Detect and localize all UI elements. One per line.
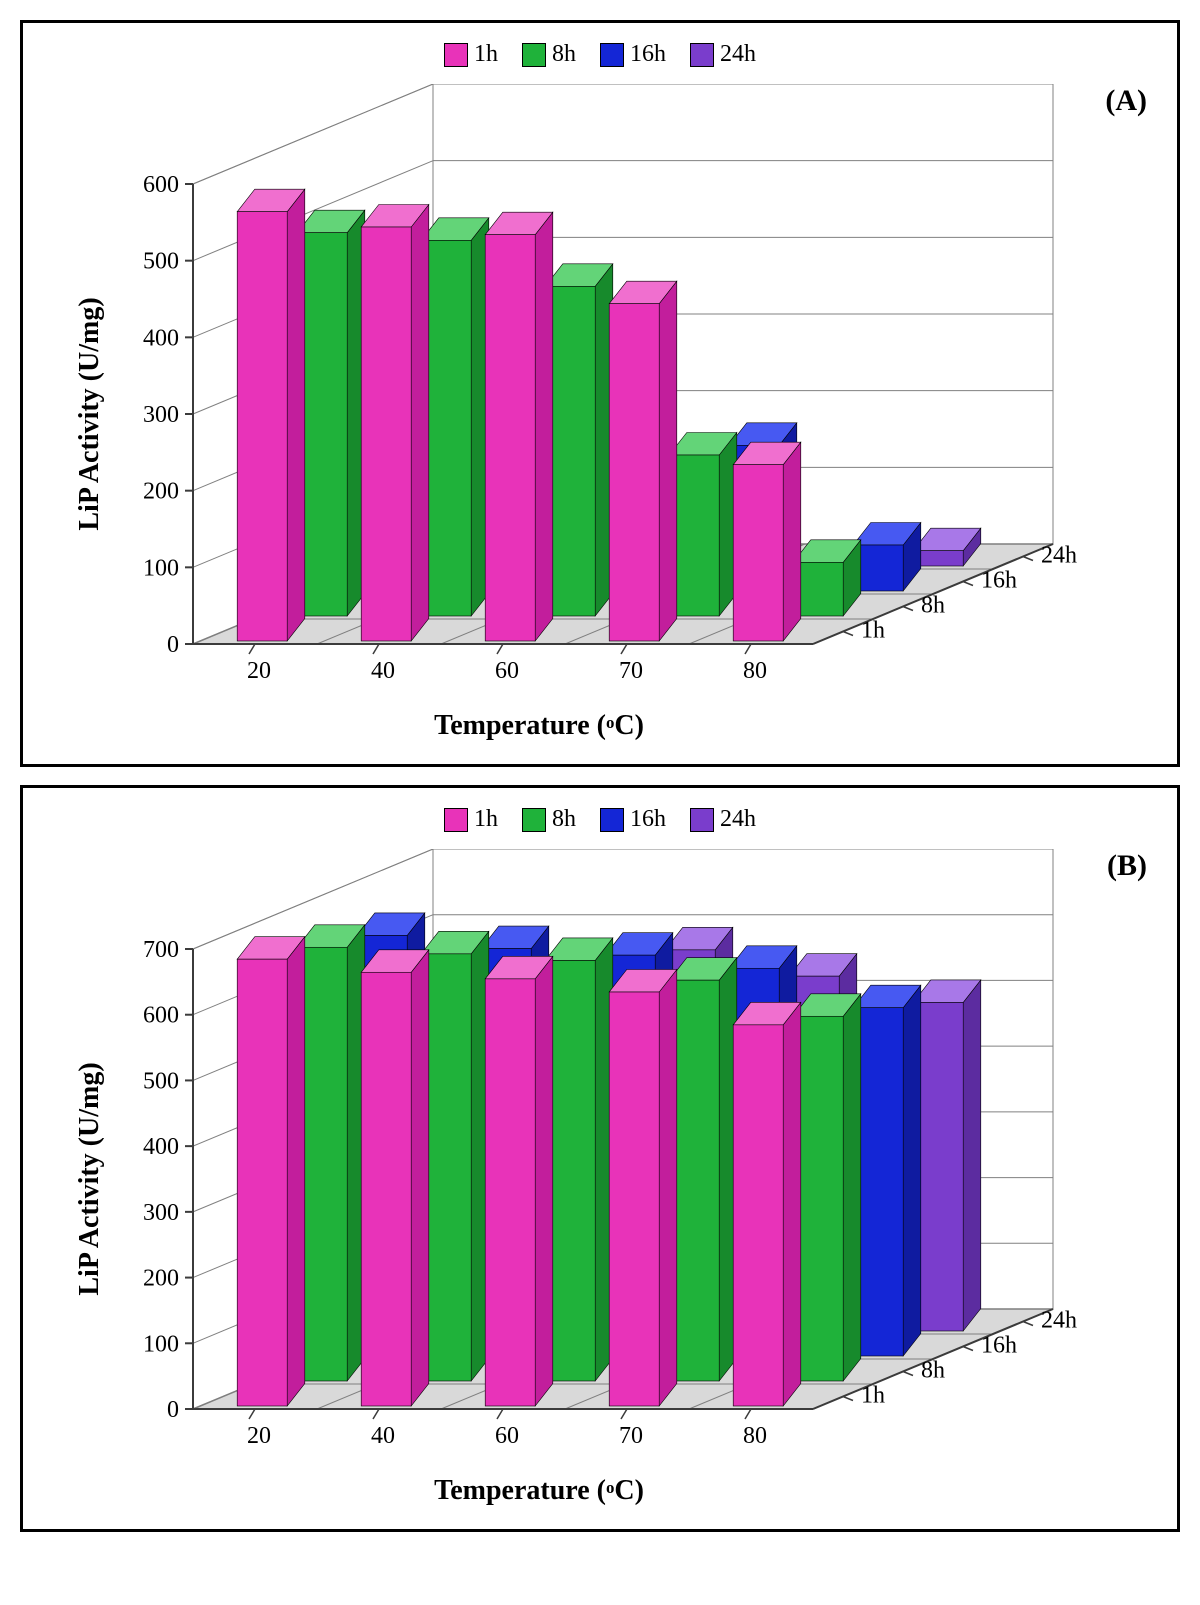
svg-text:Temperature (oC): Temperature (oC)	[434, 710, 644, 741]
svg-text:80: 80	[743, 1423, 767, 1449]
legend-item-16h: 16h	[600, 41, 666, 68]
svg-text:100: 100	[143, 1331, 179, 1357]
svg-text:16h: 16h	[981, 568, 1017, 594]
svg-text:400: 400	[143, 1134, 179, 1160]
svg-text:40: 40	[371, 658, 395, 684]
swatch-16h-b	[600, 808, 624, 832]
svg-text:8h: 8h	[921, 1358, 945, 1384]
svg-text:LiP Activity (U/mg): LiP Activity (U/mg)	[74, 297, 105, 530]
svg-text:Temperature (oC): Temperature (oC)	[434, 1475, 644, 1506]
svg-text:24h: 24h	[1041, 1308, 1077, 1334]
svg-text:700: 700	[143, 937, 179, 963]
svg-text:60: 60	[495, 1423, 519, 1449]
legend-label-16h-b: 16h	[630, 806, 666, 833]
legend-item-8h-b: 8h	[522, 806, 576, 833]
swatch-16h	[600, 43, 624, 67]
page: 1h 8h 16h 24h (A) 0100200300400500600204…	[20, 20, 1180, 1532]
legend-item-16h-b: 16h	[600, 806, 666, 833]
legend-label-1h-b: 1h	[474, 806, 498, 833]
svg-text:600: 600	[143, 1003, 179, 1029]
svg-text:200: 200	[143, 479, 179, 505]
svg-text:500: 500	[143, 249, 179, 275]
svg-text:70: 70	[619, 658, 643, 684]
svg-text:8h: 8h	[921, 593, 945, 619]
svg-text:200: 200	[143, 1266, 179, 1292]
swatch-8h-b	[522, 808, 546, 832]
legend-item-1h: 1h	[444, 41, 498, 68]
legend-label-1h: 1h	[474, 41, 498, 68]
panel-a: 1h 8h 16h 24h (A) 0 100 200 300 400 500 600 20 4…	[20, 20, 1180, 767]
svg-text:80: 80	[743, 658, 767, 684]
legend-item-1h-b: 1h	[444, 806, 498, 833]
panel-b: 1h 8h 16h 24h (B) 0 100 200 300 400 500 600 700…	[20, 785, 1180, 1532]
chart-wrap-a: (A) 0 100 200 300 400 500 600 20 40 60 70 80 1h 8h 16h…	[23, 76, 1177, 764]
svg-text:70: 70	[619, 1423, 643, 1449]
chart-b: 0 100 200 300 400 500 600 700 20 40 60 70 80 1h 8h 16h 2…	[23, 849, 1183, 1529]
swatch-1h-b	[444, 808, 468, 832]
panel-label-a: (A)	[1105, 84, 1147, 118]
svg-text:40: 40	[371, 1423, 395, 1449]
chart-a: 0 100 200 300 400 500 600 20 40 60 70 80 1h 8h 16h 24h L…	[23, 84, 1183, 764]
panel-label-b: (B)	[1107, 849, 1147, 883]
legend-item-24h-b: 24h	[690, 806, 756, 833]
svg-text:LiP Activity (U/mg): LiP Activity (U/mg)	[74, 1062, 105, 1295]
legend-b: 1h 8h 16h 24h	[23, 788, 1177, 841]
legend-item-8h: 8h	[522, 41, 576, 68]
svg-text:0: 0	[167, 632, 179, 658]
svg-text:60: 60	[495, 658, 519, 684]
svg-text:0: 0	[167, 1397, 179, 1423]
svg-text:1h: 1h	[861, 618, 885, 644]
svg-text:600: 600	[143, 172, 179, 198]
legend-label-8h-b: 8h	[552, 806, 576, 833]
svg-text:500: 500	[143, 1068, 179, 1094]
legend-label-24h-b: 24h	[720, 806, 756, 833]
svg-text:20: 20	[247, 1423, 271, 1449]
swatch-24h	[690, 43, 714, 67]
legend-label-16h: 16h	[630, 41, 666, 68]
svg-text:16h: 16h	[981, 1333, 1017, 1359]
swatch-24h-b	[690, 808, 714, 832]
svg-text:24h: 24h	[1041, 543, 1077, 569]
legend-item-24h: 24h	[690, 41, 756, 68]
swatch-1h	[444, 43, 468, 67]
svg-text:1h: 1h	[861, 1383, 885, 1409]
svg-text:300: 300	[143, 402, 179, 428]
chart-wrap-b: (B) 0 100 200 300 400 500 600 700 20 40 60 70 80 1h 8h…	[23, 841, 1177, 1529]
legend-label-8h: 8h	[552, 41, 576, 68]
svg-text:100: 100	[143, 555, 179, 581]
svg-text:20: 20	[247, 658, 271, 684]
svg-text:400: 400	[143, 325, 179, 351]
svg-text:300: 300	[143, 1200, 179, 1226]
swatch-8h	[522, 43, 546, 67]
legend-label-24h: 24h	[720, 41, 756, 68]
legend-a: 1h 8h 16h 24h	[23, 23, 1177, 76]
